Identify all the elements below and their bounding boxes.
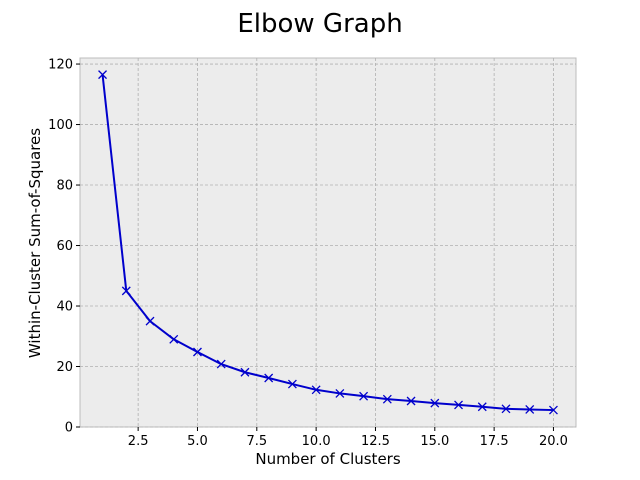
y-tick-label: 80 xyxy=(56,179,73,194)
data-point-marker xyxy=(430,398,440,408)
data-point-marker xyxy=(287,379,297,389)
data-point-marker xyxy=(311,385,321,395)
x-tick-label: 7.5 xyxy=(246,434,267,449)
data-point-marker xyxy=(548,405,558,415)
x-axis-label: Number of Clusters xyxy=(255,450,400,468)
marker-stroke xyxy=(335,388,345,398)
marker-stroke xyxy=(430,398,440,408)
marker-stroke xyxy=(359,391,369,401)
data-point-marker xyxy=(169,334,179,344)
data-point-marker xyxy=(359,391,369,401)
data-point-marker xyxy=(240,367,250,377)
data-point-marker xyxy=(145,316,155,326)
chart-title: Elbow Graph xyxy=(237,9,402,39)
grid-lines xyxy=(80,58,576,428)
data-point-marker xyxy=(264,373,274,383)
y-tick-label: 100 xyxy=(48,118,73,133)
marker-stroke xyxy=(121,286,131,296)
x-tick-label: 20.0 xyxy=(539,434,568,449)
x-tick-label: 2.5 xyxy=(128,434,149,449)
plot-area xyxy=(79,57,577,428)
data-point-marker xyxy=(98,70,108,80)
marker-stroke xyxy=(311,385,321,395)
x-tick-label: 15.0 xyxy=(420,434,449,449)
data-point-marker xyxy=(477,402,487,412)
data-point-marker xyxy=(454,400,463,410)
y-tick-label: 20 xyxy=(56,360,73,375)
data-point-marker xyxy=(193,347,202,357)
series-line xyxy=(101,74,554,412)
marker-stroke xyxy=(169,334,179,344)
data-point-marker xyxy=(216,359,226,369)
marker-stroke xyxy=(454,400,463,410)
marker-stroke xyxy=(477,402,487,412)
marker-stroke xyxy=(548,405,558,415)
marker-stroke xyxy=(525,404,535,414)
marker-stroke xyxy=(216,359,226,369)
data-point-marker xyxy=(525,404,535,414)
marker-stroke xyxy=(406,396,416,406)
y-axis-label: Within-Cluster Sum-of-Squares xyxy=(26,128,44,358)
data-point-marker xyxy=(121,286,131,296)
marker-stroke xyxy=(264,373,274,383)
marker-stroke xyxy=(193,347,202,357)
marker-stroke xyxy=(287,379,297,389)
data-point-marker xyxy=(406,396,416,406)
marker-stroke xyxy=(98,70,108,80)
x-tick-label: 10.0 xyxy=(302,434,331,449)
x-tick-label: 12.5 xyxy=(361,434,390,449)
x-tick-label: 17.5 xyxy=(480,434,509,449)
data-point-marker xyxy=(335,388,345,398)
axis-ticks: 2.5 5.0 7.5 10.0 12.5 15.0 17.5 20.0 0 20 40 60 80 10… xyxy=(48,58,568,449)
y-tick-label: 120 xyxy=(48,58,73,73)
y-tick-label: 0 xyxy=(65,421,73,436)
marker-stroke xyxy=(382,394,392,404)
marker-stroke xyxy=(240,367,250,377)
data-point-marker xyxy=(501,404,511,414)
data-point-marker xyxy=(382,394,392,404)
y-tick-label: 40 xyxy=(56,300,73,315)
series-layer xyxy=(98,70,558,415)
marker-stroke xyxy=(501,404,511,414)
x-tick-label: 5.0 xyxy=(187,434,208,449)
y-tick-label: 60 xyxy=(56,239,73,254)
marker-stroke xyxy=(145,316,155,326)
